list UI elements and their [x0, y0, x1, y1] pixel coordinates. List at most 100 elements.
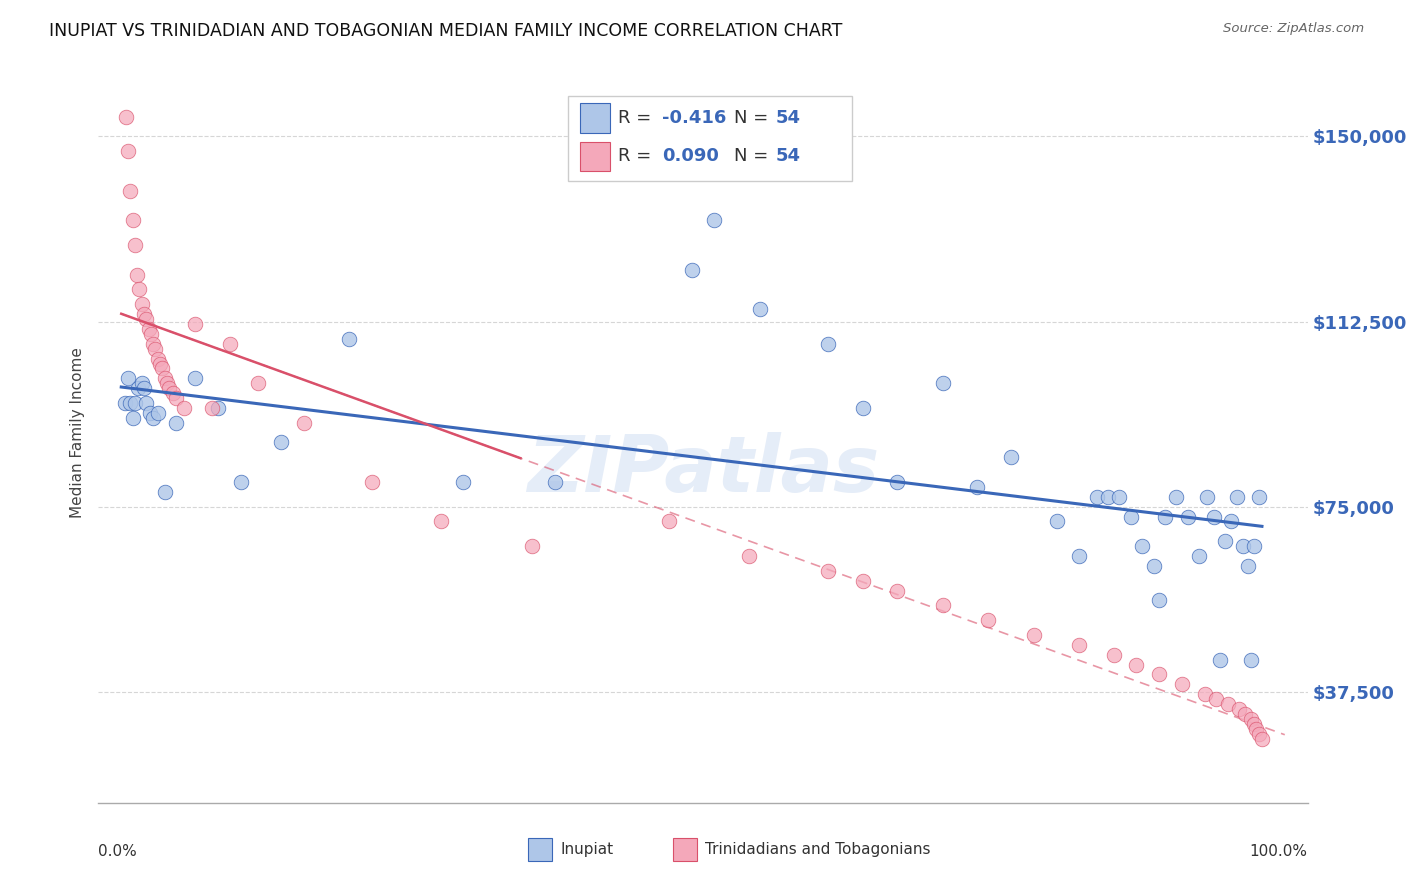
Point	[453, 475, 475, 489]
Point	[117, 145, 139, 159]
Point	[1251, 731, 1274, 746]
Point	[135, 396, 157, 410]
Point	[703, 213, 725, 227]
Text: N =: N =	[734, 147, 775, 165]
Point	[749, 302, 772, 317]
Point	[139, 406, 162, 420]
Point	[1202, 509, 1225, 524]
Point	[229, 475, 252, 489]
Point	[361, 475, 384, 489]
Point	[1188, 549, 1211, 563]
FancyBboxPatch shape	[568, 95, 852, 181]
Point	[1247, 490, 1270, 504]
Point	[1227, 702, 1250, 716]
Text: Trinidadians and Tobagonians: Trinidadians and Tobagonians	[706, 842, 931, 857]
Point	[184, 371, 207, 385]
Point	[1108, 490, 1130, 504]
Point	[1046, 515, 1069, 529]
Point	[162, 386, 184, 401]
Text: R =: R =	[619, 147, 658, 165]
Point	[977, 613, 1000, 627]
Point	[1209, 653, 1232, 667]
Bar	[527, 838, 553, 861]
Point	[817, 564, 839, 578]
Bar	[672, 838, 697, 861]
Point	[131, 297, 153, 311]
Point	[124, 238, 146, 252]
Point	[146, 406, 169, 420]
Text: 0.0%: 0.0%	[98, 844, 138, 858]
Point	[201, 401, 224, 415]
Point	[156, 376, 179, 391]
Point	[737, 549, 759, 563]
Point	[292, 416, 315, 430]
Point	[1000, 450, 1022, 465]
Point	[886, 475, 908, 489]
Point	[337, 332, 360, 346]
Text: 54: 54	[776, 109, 800, 127]
Point	[1119, 509, 1142, 524]
Point	[153, 484, 176, 499]
Point	[1243, 716, 1265, 731]
Point	[120, 396, 142, 410]
Point	[1171, 677, 1194, 691]
Point	[247, 376, 270, 391]
Point	[173, 401, 195, 415]
Point	[1215, 534, 1237, 549]
Point	[1205, 692, 1227, 706]
Point	[138, 322, 160, 336]
Point	[886, 583, 908, 598]
Point	[1220, 515, 1243, 529]
Point	[127, 268, 149, 282]
Point	[153, 371, 176, 385]
Point	[150, 361, 173, 376]
Text: N =: N =	[734, 109, 775, 127]
Point	[132, 381, 155, 395]
Point	[1149, 667, 1171, 681]
Point	[121, 410, 143, 425]
Point	[207, 401, 229, 415]
Point	[139, 326, 162, 341]
Point	[852, 401, 875, 415]
Point	[1022, 628, 1045, 642]
Point	[146, 351, 169, 366]
Point	[135, 312, 157, 326]
Point	[165, 416, 187, 430]
Point	[1149, 593, 1171, 607]
Point	[114, 110, 136, 124]
Point	[131, 376, 153, 391]
Text: 100.0%: 100.0%	[1250, 844, 1308, 858]
Point	[1069, 549, 1091, 563]
Y-axis label: Median Family Income: Median Family Income	[70, 347, 86, 518]
Point	[966, 480, 988, 494]
Point	[931, 376, 953, 391]
Point	[124, 396, 146, 410]
Point	[165, 391, 187, 405]
Point	[1233, 706, 1256, 721]
Point	[1085, 490, 1108, 504]
Text: Source: ZipAtlas.com: Source: ZipAtlas.com	[1223, 22, 1364, 36]
Text: Inupiat: Inupiat	[561, 842, 613, 857]
Point	[1177, 509, 1199, 524]
Point	[544, 475, 567, 489]
Point	[1069, 638, 1091, 652]
Point	[1226, 490, 1249, 504]
Point	[429, 515, 451, 529]
Point	[142, 410, 165, 425]
Bar	[579, 103, 610, 133]
Bar	[579, 142, 610, 171]
Point	[1142, 558, 1164, 573]
Point	[1125, 657, 1147, 672]
Point	[1130, 539, 1153, 553]
Point	[149, 357, 172, 371]
Point	[852, 574, 875, 588]
Point	[931, 599, 953, 613]
Point	[157, 381, 180, 395]
Point	[117, 371, 139, 385]
Text: R =: R =	[619, 109, 658, 127]
Point	[1239, 653, 1261, 667]
Text: 54: 54	[776, 147, 800, 165]
Point	[520, 539, 543, 553]
Text: 0.090: 0.090	[662, 147, 718, 165]
Point	[1237, 558, 1260, 573]
